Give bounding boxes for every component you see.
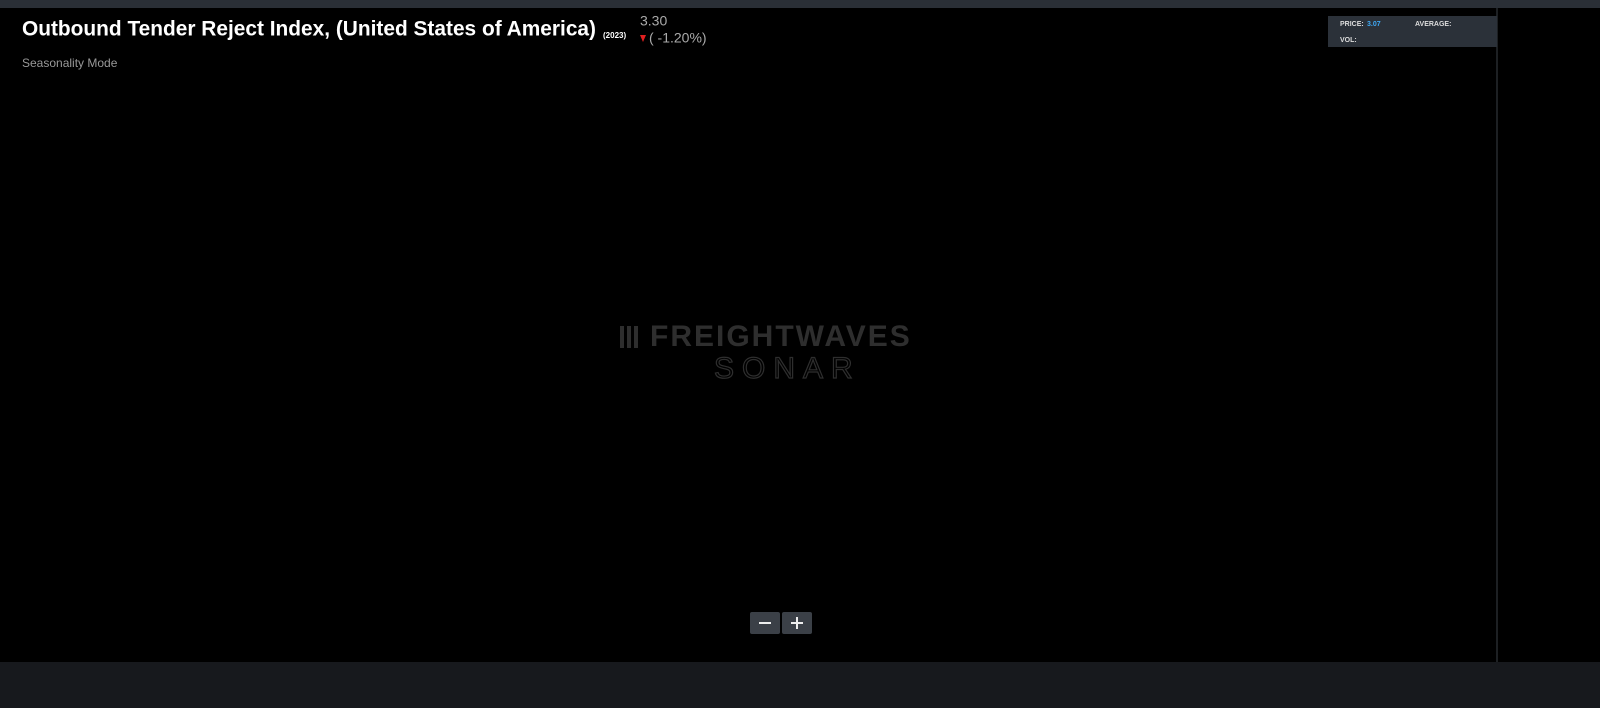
watermark: FREIGHTWAVES SONAR xyxy=(620,320,912,386)
chart-title: Outbound Tender Reject Index, (United St… xyxy=(22,18,596,41)
x-axis-band xyxy=(0,662,1600,708)
title-year: (2023) xyxy=(603,31,626,40)
info-label: AVERAGE: xyxy=(1415,21,1451,28)
watermark-icon xyxy=(634,326,638,348)
watermark-icon xyxy=(627,326,631,348)
info-label: PRICE: xyxy=(1340,21,1364,28)
last-value: 3.30 xyxy=(640,13,667,29)
watermark-text: SONAR xyxy=(714,352,861,385)
info-box: PRICE: 3.07 AVERAGE: VOL: xyxy=(1328,16,1497,47)
top-band xyxy=(0,0,1600,8)
info-value: 3.07 xyxy=(1367,21,1381,28)
info-box-bg xyxy=(1328,16,1497,47)
info-label: VOL: xyxy=(1340,37,1357,44)
change: ( -1.20%) xyxy=(649,30,707,46)
watermark-text: FREIGHTWAVES xyxy=(650,320,912,353)
zoom-controls xyxy=(750,612,812,634)
subtitle: Seasonality Mode xyxy=(22,56,118,70)
down-arrow xyxy=(640,35,646,42)
watermark-icon xyxy=(620,326,624,348)
